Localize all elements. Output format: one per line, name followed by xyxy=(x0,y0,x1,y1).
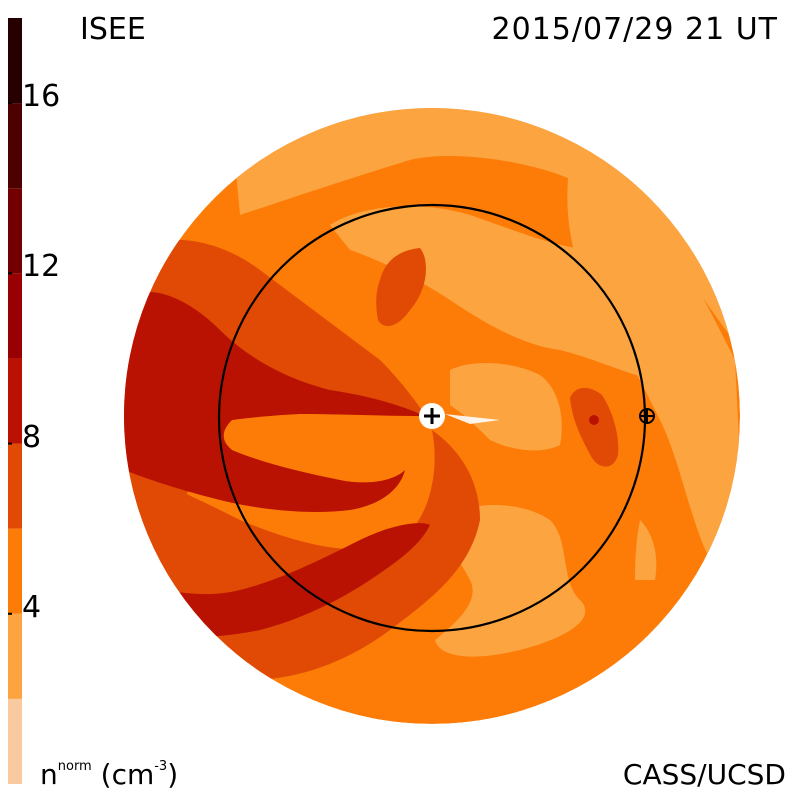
density-peak-spot xyxy=(589,415,599,425)
colorbar-tick-label: 12 xyxy=(22,249,61,285)
colorbar xyxy=(8,18,22,784)
density-high-region-lower-band xyxy=(124,523,430,638)
density-light-region-top xyxy=(230,108,740,350)
density-light-region-right-strip xyxy=(635,520,657,580)
colorbar-tick-label: 4 xyxy=(22,589,42,625)
unit-base: n xyxy=(40,758,58,791)
sun-marker xyxy=(419,403,500,429)
colorbar-tick-label: 16 xyxy=(22,79,61,115)
colorbar-segment xyxy=(8,528,22,614)
density-high-region-left xyxy=(124,291,425,512)
unit-close: ) xyxy=(167,758,179,791)
credit-label: CASS/UCSD xyxy=(622,758,786,791)
colorbar-segment xyxy=(8,443,22,529)
colorbar-segment xyxy=(8,103,22,189)
timestamp-label: 2015/07/29 21 UT xyxy=(491,12,778,47)
density-mid-region-right-blob xyxy=(570,387,619,467)
unit-paren: (cm xyxy=(100,758,155,791)
earth-orbit-circle xyxy=(217,203,647,633)
density-mid-region-upper-blob xyxy=(376,248,426,327)
colorbar-segment xyxy=(8,698,22,784)
colorbar-segment xyxy=(8,613,22,699)
colorbar-tick-label: 8 xyxy=(22,419,42,455)
density-light-region-right xyxy=(567,160,740,560)
colorbar-segment xyxy=(8,273,22,359)
unit-superscript: norm xyxy=(57,758,92,774)
density-light-region-center xyxy=(450,363,562,451)
source-label: ISEE xyxy=(80,12,146,47)
colorbar-segment xyxy=(8,188,22,274)
unit-exponent: -3 xyxy=(154,758,168,774)
colorbar-segment xyxy=(8,358,22,444)
colorbar-segment xyxy=(8,18,22,104)
earth-marker xyxy=(639,408,655,424)
colorbar-unit-label: nnorm (cm-3) xyxy=(40,758,178,791)
